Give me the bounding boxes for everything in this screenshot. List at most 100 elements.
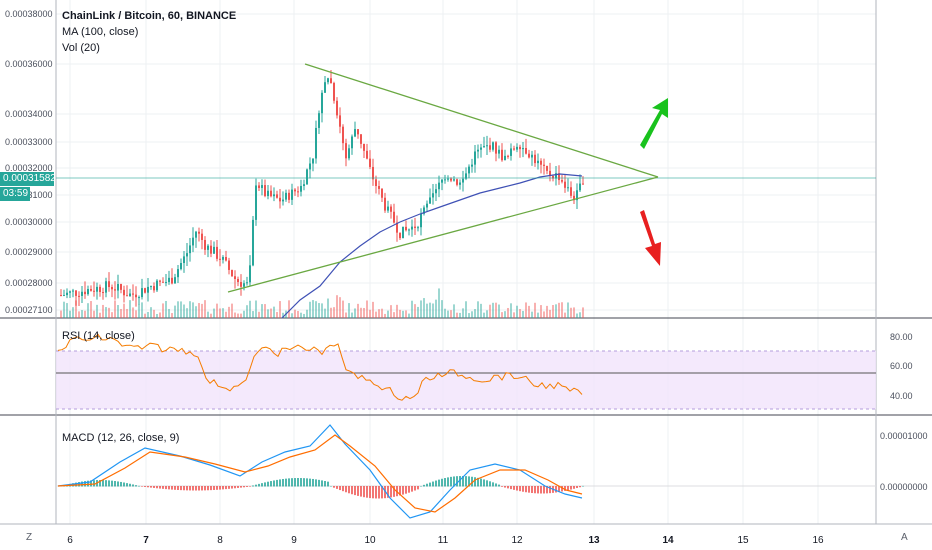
volume-bar: [555, 304, 557, 318]
volume-bar: [330, 307, 332, 318]
volume-bar: [495, 302, 497, 318]
candle-body: [399, 232, 401, 239]
volume-bar: [276, 312, 278, 318]
macd-histogram-bar: [417, 486, 419, 490]
candle-body: [285, 192, 287, 200]
volume-bar: [273, 306, 275, 318]
time-axis-label: 10: [364, 535, 376, 546]
candle-body: [336, 100, 338, 116]
volume-bar: [561, 302, 563, 318]
candle-body: [135, 294, 137, 298]
macd-histogram-bar: [312, 478, 314, 487]
auto-scale-right[interactable]: A: [901, 532, 908, 543]
candle-body: [132, 293, 134, 295]
last-price-tag: 0.00031582: [0, 172, 56, 186]
volume-bar: [384, 313, 386, 318]
macd-histogram-bar: [279, 479, 281, 487]
candle-body: [408, 229, 410, 231]
candle-body: [531, 154, 533, 158]
ma-legend[interactable]: MA (100, close): [62, 26, 139, 38]
candle-body: [165, 282, 167, 284]
macd-histogram-bar: [543, 486, 545, 494]
candle-body: [519, 146, 521, 150]
time-axis-label: 15: [737, 535, 749, 546]
candle-body: [297, 191, 299, 193]
candle-body: [444, 179, 446, 181]
volume-bar: [549, 309, 551, 318]
candle-body: [288, 192, 290, 200]
candle-body: [579, 183, 581, 191]
vol-legend[interactable]: Vol (20): [62, 42, 100, 54]
volume-bar: [108, 307, 110, 318]
volume-bar: [315, 301, 317, 318]
volume-bar: [153, 309, 155, 318]
volume-bar: [399, 309, 401, 318]
candle-body: [417, 227, 419, 229]
macd-histogram-bar: [525, 486, 527, 493]
volume-bar: [225, 311, 227, 318]
volume-bar: [534, 302, 536, 318]
auto-scale-left[interactable]: Z: [26, 532, 32, 543]
volume-bar: [498, 304, 500, 318]
macd-histogram-bar: [495, 483, 497, 487]
volume-bar: [216, 303, 218, 318]
volume-bar: [342, 300, 344, 318]
candle-body: [90, 289, 92, 291]
macd-histogram-bar: [456, 476, 458, 487]
candle-body: [294, 189, 296, 192]
macd-histogram-bar: [423, 484, 425, 487]
candle-body: [351, 136, 353, 149]
volume-bar: [99, 312, 101, 318]
candle-body: [546, 165, 548, 171]
macd-histogram-bar: [108, 480, 110, 487]
macd-histogram-bar: [93, 480, 95, 487]
candle-body: [363, 143, 365, 151]
time-axis-label: 16: [812, 535, 824, 546]
volume-bar: [297, 310, 299, 318]
macd-histogram-bar: [333, 486, 335, 488]
macd-histogram-bar: [243, 486, 245, 488]
volume-bar: [402, 310, 404, 318]
corner-right-label: A: [901, 532, 908, 543]
price-axis-label: 0.00032000: [5, 163, 53, 173]
candle-body: [111, 287, 113, 290]
candle-body: [375, 179, 377, 187]
candle-body: [129, 293, 131, 296]
volume-bar: [294, 309, 296, 318]
macd-histogram-bar: [492, 482, 494, 487]
symbol-title[interactable]: ChainLink / Bitcoin, 60, BINANCE: [62, 10, 237, 22]
volume-bar: [300, 312, 302, 318]
rsi-legend[interactable]: RSI (14, close): [62, 330, 135, 342]
candle-body: [171, 277, 173, 284]
volume-bar: [489, 304, 491, 318]
candle-body: [276, 194, 278, 198]
macd-histogram-bar: [249, 486, 251, 487]
macd-histogram-bar: [237, 486, 239, 488]
volume-bar: [126, 308, 128, 318]
volume-bar: [270, 308, 272, 318]
volume-bar: [348, 303, 350, 318]
volume-bar: [267, 309, 269, 318]
macd-histogram-bar: [315, 479, 317, 487]
macd-histogram-bar: [507, 486, 509, 489]
candle-body: [225, 256, 227, 261]
candle-body: [453, 179, 455, 181]
candle-body: [66, 292, 68, 296]
candle-body: [534, 154, 536, 164]
candle-body: [582, 183, 584, 185]
volume-bar: [372, 301, 374, 318]
macd-histogram-bar: [441, 478, 443, 487]
candle-body: [144, 288, 146, 293]
macd-histogram-bar: [405, 486, 407, 494]
macd-histogram-bar: [360, 486, 362, 497]
macd-legend[interactable]: MACD (12, 26, close, 9): [62, 432, 180, 444]
volume-bar: [456, 312, 458, 318]
volume-bar: [312, 300, 314, 318]
macd-histogram-bar: [201, 486, 203, 491]
volume-bar: [156, 313, 158, 318]
macd-histogram-bar: [453, 476, 455, 487]
macd-histogram-bar: [180, 486, 182, 491]
candle-body: [318, 113, 320, 128]
